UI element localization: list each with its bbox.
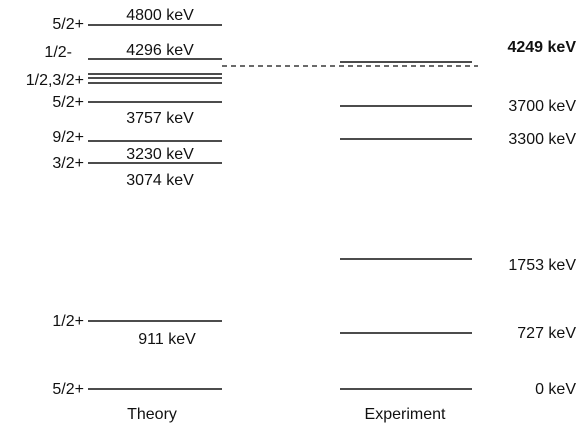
experiment-energy-label: 4249 keV: [507, 39, 576, 56]
theory-spin-label: 1/2,3/2+: [26, 72, 84, 89]
theory-spin-label: 9/2+: [52, 129, 84, 146]
experiment-energy-label: 3300 keV: [508, 131, 576, 148]
experiment-energy-label: 727 keV: [517, 325, 576, 342]
theory-energy-label: 911 keV: [138, 331, 196, 348]
theory-energy-label: 3230 keV: [126, 146, 194, 163]
theory-spin-label: 1/2+: [52, 313, 84, 330]
theory-spin-label: 5/2+: [52, 381, 84, 398]
experiment-energy-label: 0 keV: [535, 381, 576, 398]
theory-spin-label: 3/2+: [52, 155, 84, 172]
experiment-column-label: Experiment: [365, 406, 446, 423]
theory-energy-label: 4296 keV: [126, 42, 194, 59]
theory-energy-label: 4800 keV: [126, 7, 194, 24]
experiment-energy-label: 3700 keV: [508, 98, 576, 115]
theory-energy-label: 3074 keV: [126, 172, 194, 189]
theory-spin-label: 1/2-: [44, 44, 72, 61]
experiment-energy-label: 1753 keV: [508, 257, 576, 274]
theory-spin-label: 5/2+: [52, 94, 84, 111]
theory-spin-label: 5/2+: [52, 16, 84, 33]
theory-levels: 5/2+ 4800 keV 1/2- 4296 keV 1/2,3/2+ 5/2…: [26, 7, 222, 398]
theory-column-label: Theory: [127, 406, 177, 423]
experiment-levels: 4249 keV 3700 keV 3300 keV 1753 keV 727 …: [340, 39, 576, 398]
theory-energy-label: 3757 keV: [126, 110, 194, 127]
